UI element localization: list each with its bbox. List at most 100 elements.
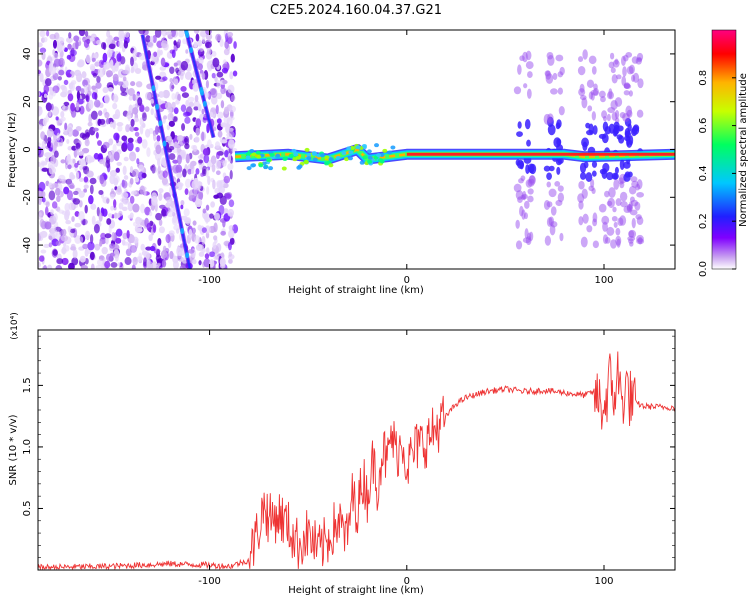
y-tick-label: 1.0 xyxy=(22,439,33,455)
noise-speckle xyxy=(165,31,173,36)
noise-speckle xyxy=(97,110,103,116)
noise-speckle xyxy=(88,99,94,110)
noise-speckle xyxy=(66,139,70,144)
noise-speckle xyxy=(87,90,92,96)
noise-speckle xyxy=(99,175,105,185)
noise-speckle xyxy=(176,145,181,154)
noise-speckle xyxy=(91,92,97,100)
noise-speckle xyxy=(198,57,204,65)
noise-speckle xyxy=(38,124,43,130)
snr-frame xyxy=(37,329,676,571)
noise-speckle xyxy=(210,155,217,165)
noise-speckle xyxy=(120,91,128,97)
noise-speckle xyxy=(219,38,224,48)
colorbar-tick-label: 0.0 xyxy=(698,261,709,277)
noise-speckle xyxy=(95,39,102,45)
noise-speckle xyxy=(118,202,124,210)
noise-speckle xyxy=(228,199,235,208)
noise-speckle xyxy=(156,135,161,142)
noise-speckle xyxy=(132,49,138,57)
colorbar: 0.0 0.2 0.4 0.6 0.8 Normalized spectral ampl… xyxy=(698,29,749,277)
noise-speckle xyxy=(115,237,122,244)
noise-speckle xyxy=(103,61,107,72)
noise-speckle xyxy=(46,141,51,149)
noise-speckle xyxy=(90,203,97,210)
noise-speckle xyxy=(156,258,163,264)
noise-speckle xyxy=(176,154,182,165)
noise-speckle xyxy=(67,43,72,50)
noise-speckle xyxy=(84,138,90,147)
noise-speckle xyxy=(166,210,174,218)
snr-line xyxy=(38,351,675,570)
snr-y-label: SNR (10 * v/v) xyxy=(8,414,19,485)
noise-speckle xyxy=(227,127,234,132)
noise-speckle xyxy=(122,76,127,82)
noise-speckle xyxy=(181,123,186,131)
noise-speckle xyxy=(71,216,75,223)
noise-speckle xyxy=(187,96,195,103)
noise-speckle xyxy=(146,222,151,231)
noise-speckle xyxy=(48,235,53,240)
noise-speckle xyxy=(195,168,200,175)
noise-speckle xyxy=(216,181,223,190)
noise-speckle xyxy=(67,145,73,151)
noise-speckle xyxy=(192,259,197,265)
noise-speckle xyxy=(51,90,56,97)
snr-x-label: Height of straight line (km) xyxy=(288,585,424,596)
noise-speckle xyxy=(201,248,206,253)
noise-speckle xyxy=(135,228,143,233)
noise-speckle xyxy=(150,98,155,104)
noise-speckle xyxy=(138,252,143,261)
noise-speckle xyxy=(89,251,95,261)
noise-speckle xyxy=(87,249,91,255)
noise-speckle xyxy=(62,228,67,237)
noise-speckle xyxy=(56,132,61,141)
noise-speckle xyxy=(123,138,128,149)
noise-speckle xyxy=(38,59,43,67)
noise-speckle xyxy=(48,164,54,175)
noise-speckle xyxy=(220,122,227,128)
noise-speckle xyxy=(114,109,121,120)
noise-speckle xyxy=(180,60,189,71)
noise-speckle xyxy=(198,159,204,164)
noise-speckle xyxy=(127,214,133,219)
noise-speckle xyxy=(39,72,44,83)
noise-speckle xyxy=(208,251,216,258)
noise-speckle xyxy=(66,73,72,78)
noise-speckle xyxy=(72,249,78,259)
noise-speckle xyxy=(214,76,218,83)
noise-speckle xyxy=(76,149,80,156)
noise-speckle xyxy=(181,92,190,99)
noise-speckle xyxy=(108,213,113,218)
noise-speckle xyxy=(78,190,85,198)
noise-speckle xyxy=(83,184,89,189)
noise-speckle xyxy=(89,37,95,42)
noise-speckle xyxy=(136,158,140,165)
noise-speckle xyxy=(76,90,81,101)
noise-speckle xyxy=(137,171,144,181)
noise-speckle xyxy=(69,174,76,180)
noise-speckle xyxy=(70,80,77,85)
noise-speckle xyxy=(152,34,157,44)
noise-speckle xyxy=(184,178,192,188)
noise-speckle xyxy=(43,243,50,248)
noise-speckle xyxy=(206,186,210,195)
noise-speckle xyxy=(172,159,179,164)
noise-speckle xyxy=(66,190,73,201)
noise-speckle xyxy=(53,58,61,67)
noise-speckle xyxy=(91,85,97,91)
noise-speckle xyxy=(117,81,124,86)
noise-speckle xyxy=(155,125,159,135)
noise-speckle xyxy=(50,209,54,215)
spectrogram-x-label: Height of straight line (km) xyxy=(288,285,424,296)
noise-speckle xyxy=(215,151,220,160)
noise-speckle xyxy=(215,104,219,115)
noise-speckle xyxy=(87,84,91,93)
noise-speckle xyxy=(44,221,52,230)
noise-speckle xyxy=(230,94,236,102)
noise-speckle xyxy=(189,133,193,140)
noise-speckle xyxy=(128,95,133,101)
x-tick-label: 100 xyxy=(594,576,613,587)
noise-speckle xyxy=(210,88,218,99)
noise-speckle xyxy=(43,93,48,99)
